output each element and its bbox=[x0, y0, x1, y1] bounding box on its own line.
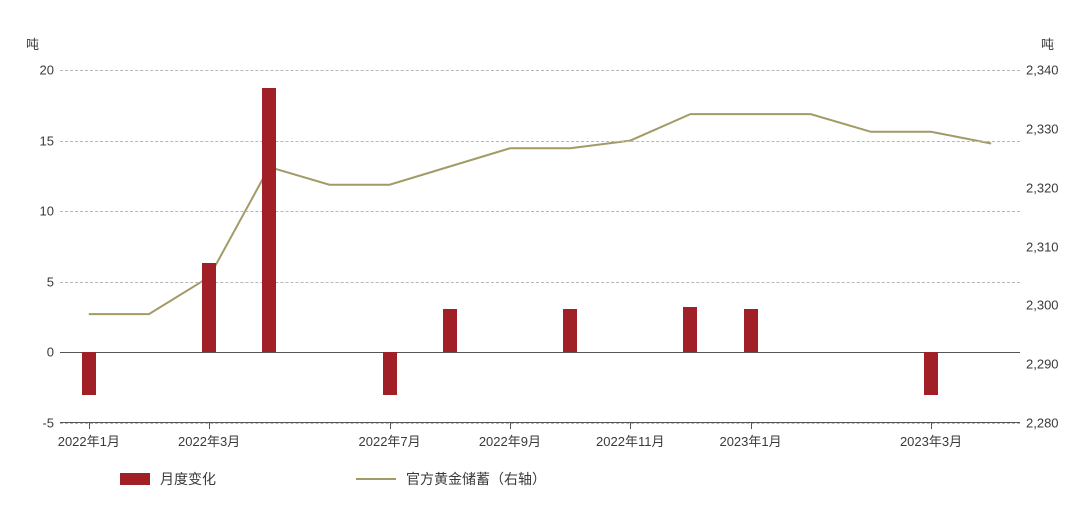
legend-swatch-bar bbox=[120, 473, 150, 485]
ytick-right: 2,290 bbox=[1020, 357, 1059, 372]
ytick-left: 5 bbox=[47, 274, 60, 289]
bar bbox=[202, 263, 216, 352]
bar bbox=[563, 309, 577, 353]
line-series bbox=[89, 114, 991, 314]
bar bbox=[924, 352, 938, 394]
ytick-left: 20 bbox=[40, 63, 60, 78]
xtick-label: 2022年11月 bbox=[596, 423, 664, 450]
gridline bbox=[60, 141, 1020, 142]
legend-item-bars: 月度变化 bbox=[120, 469, 216, 489]
ytick-left: 0 bbox=[47, 345, 60, 360]
legend-swatch-line bbox=[356, 478, 396, 480]
ytick-right: 2,280 bbox=[1020, 416, 1059, 431]
xtick-label: 2023年1月 bbox=[719, 423, 781, 450]
zero-line bbox=[60, 352, 1020, 353]
bar bbox=[82, 352, 96, 394]
legend-label-line: 官方黄金储蓄（右轴） bbox=[406, 469, 546, 489]
xtick-label: 2022年3月 bbox=[178, 423, 240, 450]
xtick-label: 2022年7月 bbox=[359, 423, 421, 450]
bar bbox=[443, 309, 457, 353]
y-axis-left-label: 吨 bbox=[26, 34, 39, 53]
xtick-label: 2023年3月 bbox=[900, 423, 962, 450]
plot-area: -5051015202,2802,2902,3002,3102,3202,330… bbox=[60, 70, 1020, 423]
ytick-left: 15 bbox=[40, 133, 60, 148]
y-axis-right-label: 吨 bbox=[1041, 34, 1054, 53]
xtick-label: 2022年9月 bbox=[479, 423, 541, 450]
legend-label-bars: 月度变化 bbox=[160, 469, 216, 489]
ytick-right: 2,330 bbox=[1020, 121, 1059, 136]
line-series-svg bbox=[60, 70, 1020, 423]
gridline bbox=[60, 211, 1020, 212]
bar bbox=[744, 309, 758, 353]
ytick-right: 2,310 bbox=[1020, 239, 1059, 254]
bar bbox=[383, 352, 397, 394]
ytick-left: 10 bbox=[40, 204, 60, 219]
gridline bbox=[60, 70, 1020, 71]
legend-item-line: 官方黄金储蓄（右轴） bbox=[356, 469, 546, 489]
bar bbox=[683, 307, 697, 352]
ytick-right: 2,320 bbox=[1020, 180, 1059, 195]
bar bbox=[262, 88, 276, 352]
xtick-label: 2022年1月 bbox=[58, 423, 120, 450]
ytick-right: 2,300 bbox=[1020, 298, 1059, 313]
ytick-right: 2,340 bbox=[1020, 63, 1059, 78]
legend: 月度变化 官方黄金储蓄（右轴） bbox=[120, 467, 1020, 491]
chart-container: 吨 吨 -5051015202,2802,2902,3002,3102,3202… bbox=[0, 0, 1080, 513]
